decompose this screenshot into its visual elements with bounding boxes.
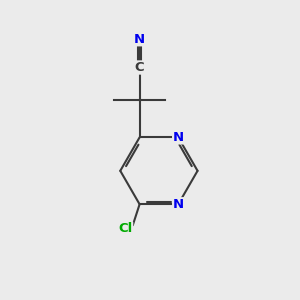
- Text: N: N: [173, 198, 184, 211]
- Text: C: C: [135, 61, 144, 74]
- Text: N: N: [173, 131, 184, 144]
- Text: N: N: [134, 33, 145, 46]
- Text: Cl: Cl: [118, 222, 133, 235]
